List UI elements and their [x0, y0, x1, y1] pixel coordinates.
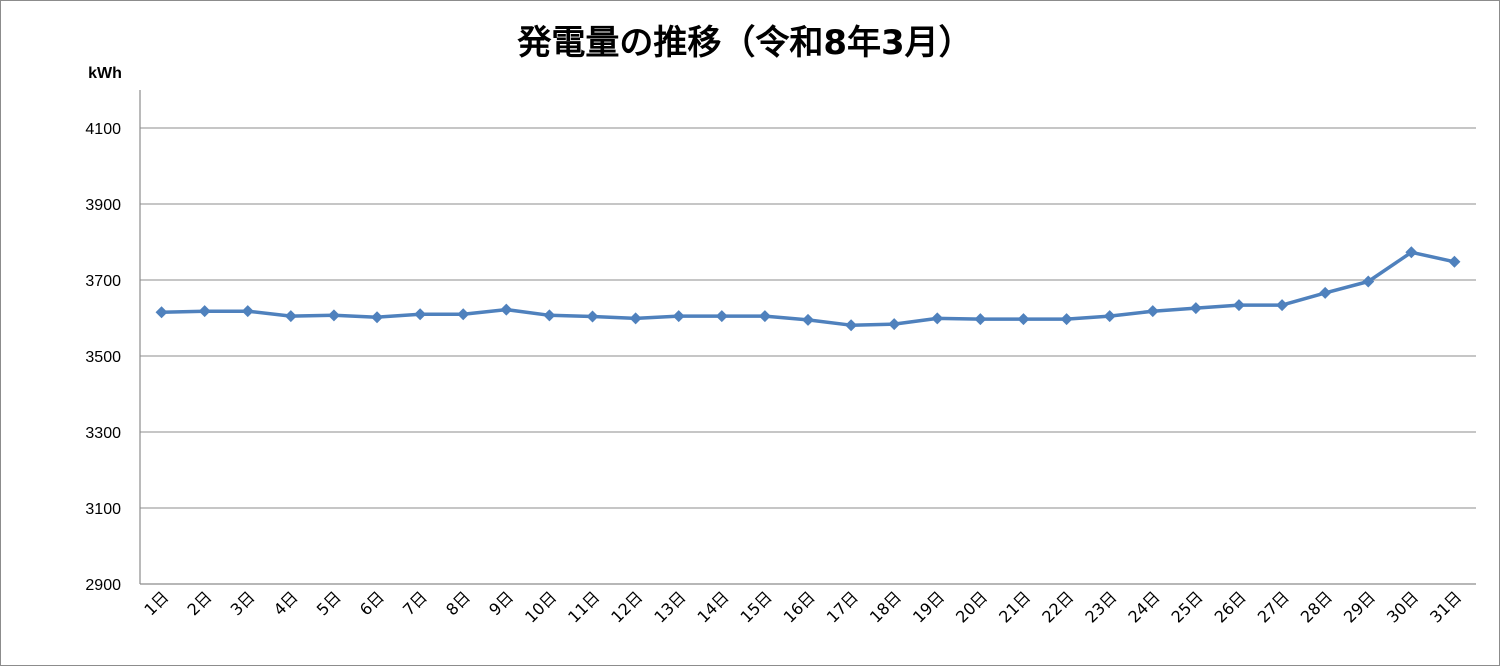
chart-title: 発電量の推移（令和8年3月）: [517, 23, 972, 63]
data-point: [1060, 313, 1073, 326]
x-tick-label: 9日: [485, 587, 517, 619]
x-tick-label: 22日: [1038, 587, 1077, 626]
x-tick-label: 21日: [995, 587, 1034, 626]
x-tick-label: 5日: [313, 587, 345, 619]
data-point: [802, 313, 814, 326]
x-tick-label: 11日: [564, 587, 603, 626]
data-point: [758, 310, 771, 323]
x-tick-label: 26日: [1211, 587, 1250, 626]
data-point: [672, 310, 685, 323]
data-point: [1189, 302, 1202, 315]
x-tick-label: 30日: [1383, 587, 1422, 626]
data-point: [500, 303, 513, 316]
x-tick-label: 3日: [227, 587, 259, 619]
x-tick-label: 18日: [866, 587, 905, 626]
data-point: [414, 308, 427, 321]
data-point: [241, 305, 254, 318]
x-tick-label: 15日: [737, 587, 776, 626]
series-generation: [155, 246, 1461, 332]
data-point: [457, 308, 470, 321]
x-tick-label: 7日: [399, 587, 431, 619]
x-tick-label: 19日: [909, 587, 948, 626]
data-point: [715, 310, 728, 323]
x-tick-label: 8日: [442, 587, 474, 619]
data-point: [1017, 313, 1030, 326]
y-tick-label: 3500: [85, 349, 121, 366]
data-point: [284, 310, 297, 323]
data-point: [1362, 275, 1375, 288]
y-tick-label: 3100: [85, 501, 121, 518]
data-point: [1405, 246, 1418, 259]
x-tick-label: 1日: [140, 587, 172, 619]
data-point: [1276, 299, 1289, 312]
axes: [139, 90, 1476, 585]
x-tick-label: 2日: [184, 587, 216, 619]
gridlines: [140, 127, 1476, 509]
y-axis-unit-label: kWh: [88, 65, 122, 82]
data-point: [543, 309, 556, 322]
x-tick-label: 29日: [1340, 587, 1379, 626]
x-tick-label: 28日: [1297, 587, 1336, 626]
x-tick-label: 27日: [1254, 587, 1293, 626]
data-point: [974, 313, 987, 326]
x-tick-label: 20日: [952, 587, 991, 626]
data-point: [198, 305, 211, 318]
x-tick-label: 14日: [693, 587, 732, 626]
x-tick-label: 24日: [1124, 587, 1163, 626]
x-tick-label: 16日: [780, 587, 819, 626]
data-point: [845, 319, 858, 332]
y-tick-label: 3700: [85, 273, 121, 290]
x-tick-label: 23日: [1081, 587, 1120, 626]
data-point: [586, 310, 599, 323]
data-point: [629, 312, 642, 325]
data-point: [1319, 286, 1332, 299]
y-tick-label: 4100: [85, 121, 121, 138]
x-tick-label: 10日: [521, 587, 560, 626]
y-tick-label: 3300: [85, 425, 121, 442]
data-point: [1448, 255, 1461, 268]
x-tick-label: 4日: [270, 587, 302, 619]
x-axis-tick-labels: 1日 2日 3日 4日 5日 6日 7日 8日 9日 10日 11日 12日 13日 14日 15日 16日 1…: [140, 587, 1465, 626]
data-point: [155, 306, 168, 319]
data-point: [371, 311, 384, 324]
x-tick-label: 17日: [823, 587, 862, 626]
data-point: [1146, 305, 1159, 318]
x-tick-label: 25日: [1168, 587, 1207, 626]
data-point: [1103, 310, 1116, 323]
y-tick-label: 3900: [85, 197, 121, 214]
x-tick-label: 6日: [356, 587, 388, 619]
y-tick-label: 2900: [85, 577, 121, 594]
data-point: [1232, 299, 1245, 312]
y-axis-tick-labels: 2900 3100 3300 3500 3700 3900 4100: [85, 121, 121, 594]
data-point: [888, 318, 901, 331]
x-tick-label: 13日: [650, 587, 689, 626]
data-point: [931, 312, 944, 325]
data-point: [327, 309, 340, 322]
x-tick-label: 31日: [1426, 587, 1465, 626]
x-tick-label: 12日: [607, 587, 646, 626]
